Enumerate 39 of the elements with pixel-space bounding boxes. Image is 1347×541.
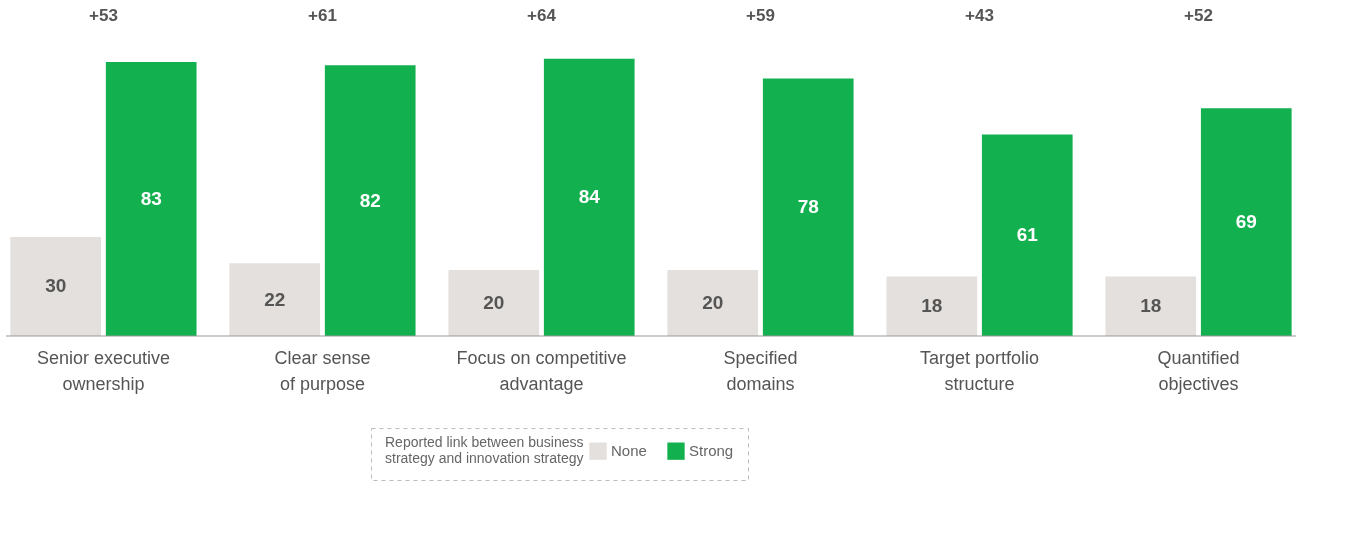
x-tick-label: Clear sense of purpose [274, 348, 371, 394]
x-tick-label: Focus on competitive advantage [456, 348, 627, 394]
legend-label: None [611, 442, 647, 460]
data-label: 61 [1016, 224, 1039, 246]
x-tick-label: Target portfolio structure [919, 348, 1040, 394]
x-tick-label: Senior executive ownership [36, 348, 170, 394]
data-label: 82 [359, 189, 381, 211]
data-label: 18 [921, 295, 943, 317]
x-tick-label: Quantified objectives [1157, 348, 1240, 394]
bar [105, 61, 197, 336]
bar [1200, 108, 1292, 336]
legend-title: Reported link between business strategy and innovation strategy [385, 434, 584, 466]
text: +53 [89, 5, 118, 25]
bar [981, 134, 1073, 336]
bar [762, 78, 854, 336]
text: +59 [746, 5, 775, 25]
bar [448, 269, 540, 336]
data-label: 20 [702, 291, 724, 313]
data-label: 20 [483, 291, 505, 313]
text: +43 [965, 5, 994, 25]
bar [324, 65, 416, 336]
bar [229, 263, 321, 336]
data-label: 18 [1140, 295, 1162, 317]
bar [667, 269, 759, 336]
data-label: 83 [140, 188, 162, 209]
data-label: 78 [797, 196, 819, 218]
legend-label: Strong [689, 442, 734, 460]
text: +52 [1184, 5, 1213, 25]
data-label: 22 [264, 288, 286, 310]
bar [10, 236, 102, 336]
x-tick-label: Specified domains [723, 348, 798, 394]
text: +61 [308, 5, 337, 25]
bar [886, 276, 978, 336]
data-label: 84 [578, 186, 601, 208]
text: +64 [527, 5, 557, 25]
data-label: 30 [45, 275, 67, 297]
data-label: 69 [1235, 211, 1257, 233]
bar [1105, 276, 1197, 336]
bar [543, 58, 635, 336]
